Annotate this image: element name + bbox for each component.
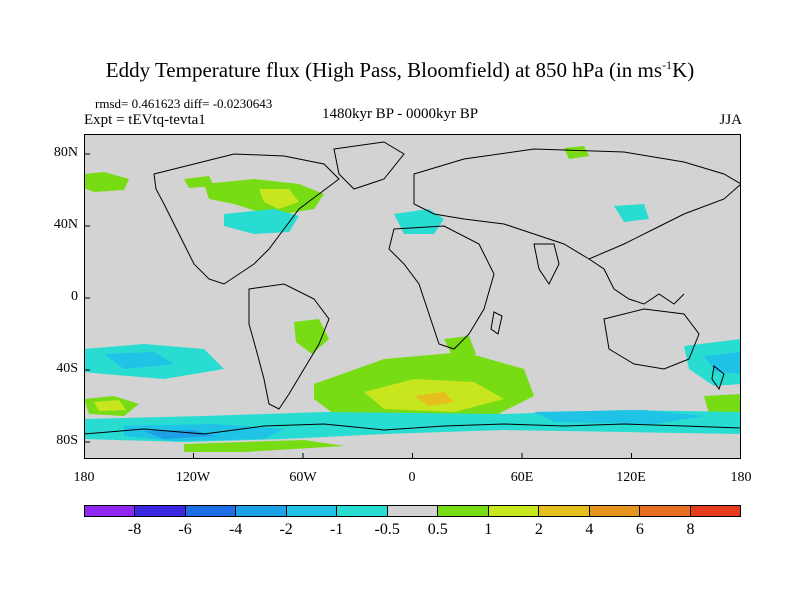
colorbar-label: 2 bbox=[534, 521, 543, 538]
lat-label-0: 0 bbox=[71, 289, 78, 304]
colorbar-swatch bbox=[488, 506, 540, 516]
colorbar-label: -4 bbox=[228, 521, 243, 538]
patch-greenland bbox=[564, 146, 589, 159]
patch-south-america bbox=[294, 319, 329, 354]
lon-label-120w: 120W bbox=[175, 470, 211, 485]
title-tail: K) bbox=[672, 58, 695, 82]
coast-se-asia bbox=[588, 258, 685, 305]
patch-antarctic-south-green bbox=[184, 440, 344, 452]
patch-asia bbox=[614, 204, 649, 222]
colorbar-label: 8 bbox=[686, 521, 695, 538]
coast-india bbox=[533, 243, 560, 285]
plot-title: Eddy Temperature flux (High Pass, Bloomf… bbox=[0, 58, 800, 83]
coast-new-zealand bbox=[711, 365, 725, 391]
colorbar-swatch bbox=[438, 506, 489, 516]
patch-us-east bbox=[224, 209, 299, 234]
coastlines bbox=[83, 141, 742, 435]
lat-label-80s: 80S bbox=[56, 433, 78, 448]
lon-label-180e: 180 bbox=[730, 470, 752, 485]
colorbar-swatch bbox=[85, 506, 136, 516]
season-label: JJA bbox=[719, 112, 742, 128]
title-main: Eddy Temperature flux (High Pass, Bloomf… bbox=[105, 58, 663, 82]
field-patches bbox=[84, 146, 741, 452]
coast-madagascar bbox=[490, 311, 503, 335]
colorbar-label: -0.5 bbox=[374, 521, 400, 538]
patch-alaska bbox=[84, 172, 129, 192]
tick-marks bbox=[84, 153, 632, 459]
lon-label-120e: 120E bbox=[616, 470, 646, 485]
colorbar-swatch bbox=[236, 506, 287, 516]
period-label: 1480kyr BP - 0000kyr BP bbox=[321, 106, 479, 122]
patch-antarctic-band-darkblue bbox=[144, 430, 214, 439]
lon-label-60w: 60W bbox=[289, 470, 317, 485]
colorbar-label: 0.5 bbox=[427, 521, 448, 538]
coast-south-america bbox=[248, 283, 330, 410]
coast-australia bbox=[603, 308, 700, 370]
coast-africa bbox=[388, 225, 495, 350]
lat-label-40n: 40N bbox=[53, 217, 78, 232]
colorbar-label: -6 bbox=[178, 521, 192, 538]
colorbar-swatch bbox=[539, 506, 590, 516]
coast-eurasia bbox=[413, 148, 742, 260]
colorbar-label: 1 bbox=[484, 521, 493, 538]
colorbar-label: -2 bbox=[279, 521, 293, 538]
map-panel bbox=[83, 134, 742, 459]
colorbar-label: 4 bbox=[585, 521, 594, 538]
patch-west-pacific-south-2 bbox=[104, 352, 174, 369]
patch-antarctic-east-blue bbox=[534, 410, 704, 424]
patch-pacific-sw-yellow-2 bbox=[94, 400, 126, 411]
lon-label-0: 0 bbox=[408, 470, 416, 485]
colorbar-label: -8 bbox=[127, 521, 142, 538]
lon-label-180w: 180 bbox=[73, 470, 95, 485]
colorbar-swatch bbox=[690, 506, 741, 516]
title-superscript: -1 bbox=[662, 58, 673, 72]
colorbar bbox=[84, 505, 741, 517]
patch-pacific-se-yellow bbox=[704, 394, 741, 416]
patch-eurasia-north bbox=[184, 176, 214, 188]
coast-antarctica bbox=[83, 423, 742, 435]
patch-east-pacific-south-2 bbox=[704, 352, 741, 374]
colorbar-swatch bbox=[286, 506, 338, 516]
experiment-label: Expt = tEVtq-tevta1 bbox=[84, 112, 206, 128]
map-svg bbox=[83, 134, 742, 459]
colorbar-swatch bbox=[135, 506, 186, 516]
colorbar-swatch bbox=[589, 506, 641, 516]
stats-line: rmsd= 0.461623 diff= -0.0230643 bbox=[95, 96, 273, 111]
colorbar-swatch bbox=[640, 506, 691, 516]
patch-southern-ocean-orange bbox=[414, 392, 454, 406]
colorbar-swatch bbox=[387, 506, 439, 516]
lon-label-60e: 60E bbox=[510, 470, 534, 485]
colorbar-label: 6 bbox=[635, 521, 644, 538]
colorbar-swatch bbox=[337, 506, 388, 516]
lat-label-80n: 80N bbox=[53, 145, 78, 160]
lat-label-40s: 40S bbox=[56, 361, 78, 376]
colorbar-swatch bbox=[185, 506, 237, 516]
patch-hudson bbox=[259, 189, 299, 209]
colorbar-label: -1 bbox=[330, 521, 344, 538]
coast-north-america bbox=[153, 153, 340, 285]
coast-greenland bbox=[333, 141, 405, 190]
